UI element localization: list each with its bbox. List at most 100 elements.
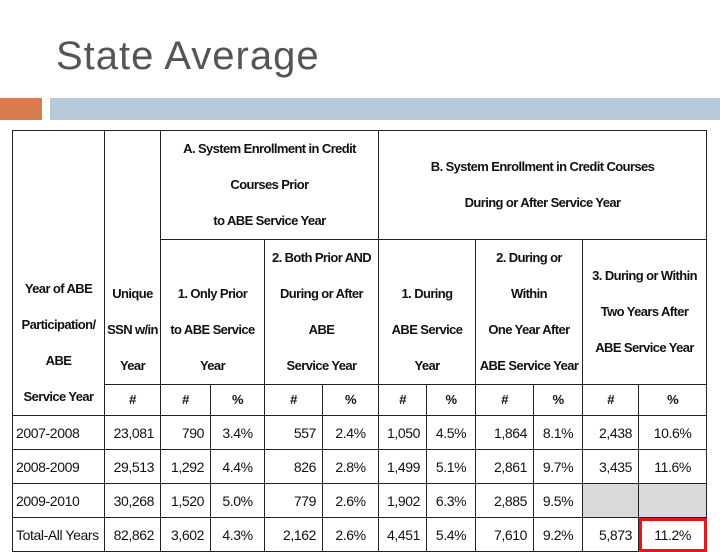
header-unique-line: Year: [119, 358, 146, 373]
header-year-line: Service Year: [23, 389, 95, 404]
header-b3-pct: %: [638, 384, 708, 416]
cell-b2-pct: 9.7%: [533, 449, 584, 484]
cell-unique: 82,862: [104, 517, 161, 552]
cell-a2-count: 826: [264, 449, 323, 484]
header-b2-pct: %: [533, 384, 584, 416]
state-average-table-wrapper: Year of ABE Participation/ ABE Service Y…: [12, 130, 708, 552]
header-a1-pct: %: [210, 384, 265, 416]
header-b2-hash: #: [475, 384, 535, 416]
cell-b3-pct: 10.6%: [638, 415, 708, 450]
cell-b2-pct: 9.2%: [533, 517, 584, 552]
cell-a2-pct: 2.8%: [321, 449, 380, 484]
cell-a1-count: 3,602: [160, 517, 211, 552]
cell-b2-count: 2,885: [475, 483, 535, 518]
header-sub-a2: 2. Both Prior AND During or After ABE Se…: [263, 239, 380, 385]
cell-b1-count: 4,451: [378, 517, 428, 552]
header-sub-a2-line: Service Year: [286, 358, 358, 373]
row-year: Total-All Years: [12, 517, 105, 552]
cell-a1-pct: 5.0%: [210, 483, 265, 518]
header-group-b: B. System Enrollment in Credit Courses D…: [378, 130, 708, 240]
header-row-symbols: # # % # % # % # % # %: [13, 384, 708, 416]
cell-b1-pct: 5.4%: [426, 517, 477, 552]
cell-b1-count: 1,499: [378, 449, 428, 484]
cell-a2-count: 779: [264, 483, 323, 518]
cell-unique: 29,513: [104, 449, 161, 484]
cell-unique: 23,081: [104, 415, 161, 450]
header-sub-b3-line: 3. During or Within: [592, 268, 697, 283]
header-group-a-line: to ABE Service Year: [213, 213, 326, 228]
header-sub-b2-line: One Year After: [488, 322, 570, 337]
cell-a1-count: 1,520: [160, 483, 211, 518]
cell-b3-pct-empty: [638, 483, 708, 518]
cell-b2-pct: 9.5%: [533, 483, 584, 518]
accent-bar: [0, 98, 42, 120]
header-group-b-line: During or After Service Year: [464, 195, 621, 210]
cell-a2-count: 2,162: [264, 517, 323, 552]
cell-b3-pct-highlighted: 11.2%: [638, 517, 708, 552]
header-year-line: Year of ABE: [24, 281, 93, 296]
cell-b2-count: 2,861: [475, 449, 535, 484]
cell-b1-count: 1,050: [378, 415, 428, 450]
cell-b1-count: 1,902: [378, 483, 428, 518]
header-sub-b3: 3. During or Within Two Years After ABE …: [582, 239, 708, 385]
header-sub-a1: 1. Only Prior to ABE Service Year: [160, 239, 265, 385]
header-sub-b3-line: ABE Service Year: [595, 340, 694, 355]
header-group-a-line: A. System Enrollment in Credit Courses P…: [183, 141, 356, 192]
row-year: 2009-2010: [12, 483, 105, 518]
header-sub-b3-line: Two Years After: [600, 304, 689, 319]
header-sub-b1-line: ABE Service Year: [391, 322, 463, 373]
cell-a1-count: 1,292: [160, 449, 211, 484]
header-row-subgroups: 1. Only Prior to ABE Service Year 2. Bot…: [13, 239, 708, 385]
cell-a2-pct: 2.6%: [321, 517, 380, 552]
header-year: Year of ABE Participation/ ABE Service Y…: [12, 130, 105, 416]
header-sub-a1-line: to ABE Service Year: [170, 322, 255, 373]
cell-b3-count-empty: [582, 483, 640, 518]
row-year: 2007-2008: [12, 415, 105, 450]
cell-a2-count: 557: [264, 415, 323, 450]
cell-b2-pct: 8.1%: [533, 415, 584, 450]
cell-b3-count: 3,435: [582, 449, 640, 484]
header-year-line: Participation/ ABE: [21, 317, 97, 368]
header-b1-hash: #: [378, 384, 428, 416]
row-year: 2008-2009: [12, 449, 105, 484]
cell-a1-pct: 4.3%: [210, 517, 265, 552]
cell-a1-pct: 3.4%: [210, 415, 265, 450]
slide-title: State Average: [56, 34, 320, 78]
cell-b2-count: 7,610: [475, 517, 535, 552]
header-a1-hash: #: [160, 384, 211, 416]
header-sub-a2-line: 2. Both Prior AND: [271, 250, 372, 265]
header-row-groups: Year of ABE Participation/ ABE Service Y…: [12, 130, 708, 416]
header-sub-b2: 2. During or Within One Year After ABE S…: [475, 239, 584, 385]
cell-a2-pct: 2.4%: [321, 415, 380, 450]
cell-b1-pct: 4.5%: [426, 415, 477, 450]
header-b3-hash: #: [582, 384, 640, 416]
table-row: 2009-2010 30,268 1,520 5.0% 779 2.6% 1,9…: [12, 483, 708, 518]
header-bar: [50, 98, 720, 120]
header-unique-hash: #: [104, 384, 161, 416]
header-group-a: A. System Enrollment in Credit Courses P…: [159, 130, 380, 240]
header-a2-pct: %: [321, 384, 380, 416]
cell-b3-count: 2,438: [582, 415, 640, 450]
header-sub-a2-line: During or After ABE: [280, 286, 364, 337]
header-sub-b1: 1. During ABE Service Year: [378, 239, 477, 385]
table-row-total: Total-All Years 82,862 3,602 4.3% 2,162 …: [12, 517, 708, 552]
header-unique: Unique SSN w/in Year: [104, 130, 161, 385]
header-sub-b2-line: ABE Service Year: [479, 358, 579, 373]
cell-unique: 30,268: [104, 483, 161, 518]
header-sub-b2-line: 2. During or Within: [496, 250, 562, 301]
header-sub-b1-line: 1. During: [401, 286, 454, 301]
cell-b3-pct: 11.6%: [638, 449, 708, 484]
header-a2-hash: #: [264, 384, 323, 416]
table-row: 2008-2009 29,513 1,292 4.4% 826 2.8% 1,4…: [12, 449, 708, 484]
cell-a1-count: 790: [160, 415, 211, 450]
cell-b1-pct: 5.1%: [426, 449, 477, 484]
cell-a1-pct: 4.4%: [210, 449, 265, 484]
cell-a2-pct: 2.6%: [321, 483, 380, 518]
cell-b1-pct: 6.3%: [426, 483, 477, 518]
header-unique-line: SSN w/in: [107, 322, 158, 337]
cell-b3-count: 5,873: [582, 517, 640, 552]
header-group-b-line: B. System Enrollment in Credit Courses: [430, 159, 655, 174]
state-average-table: Year of ABE Participation/ ABE Service Y…: [12, 130, 708, 552]
table-row: 2007-2008 23,081 790 3.4% 557 2.4% 1,050…: [12, 415, 708, 450]
cell-b2-count: 1,864: [475, 415, 535, 450]
